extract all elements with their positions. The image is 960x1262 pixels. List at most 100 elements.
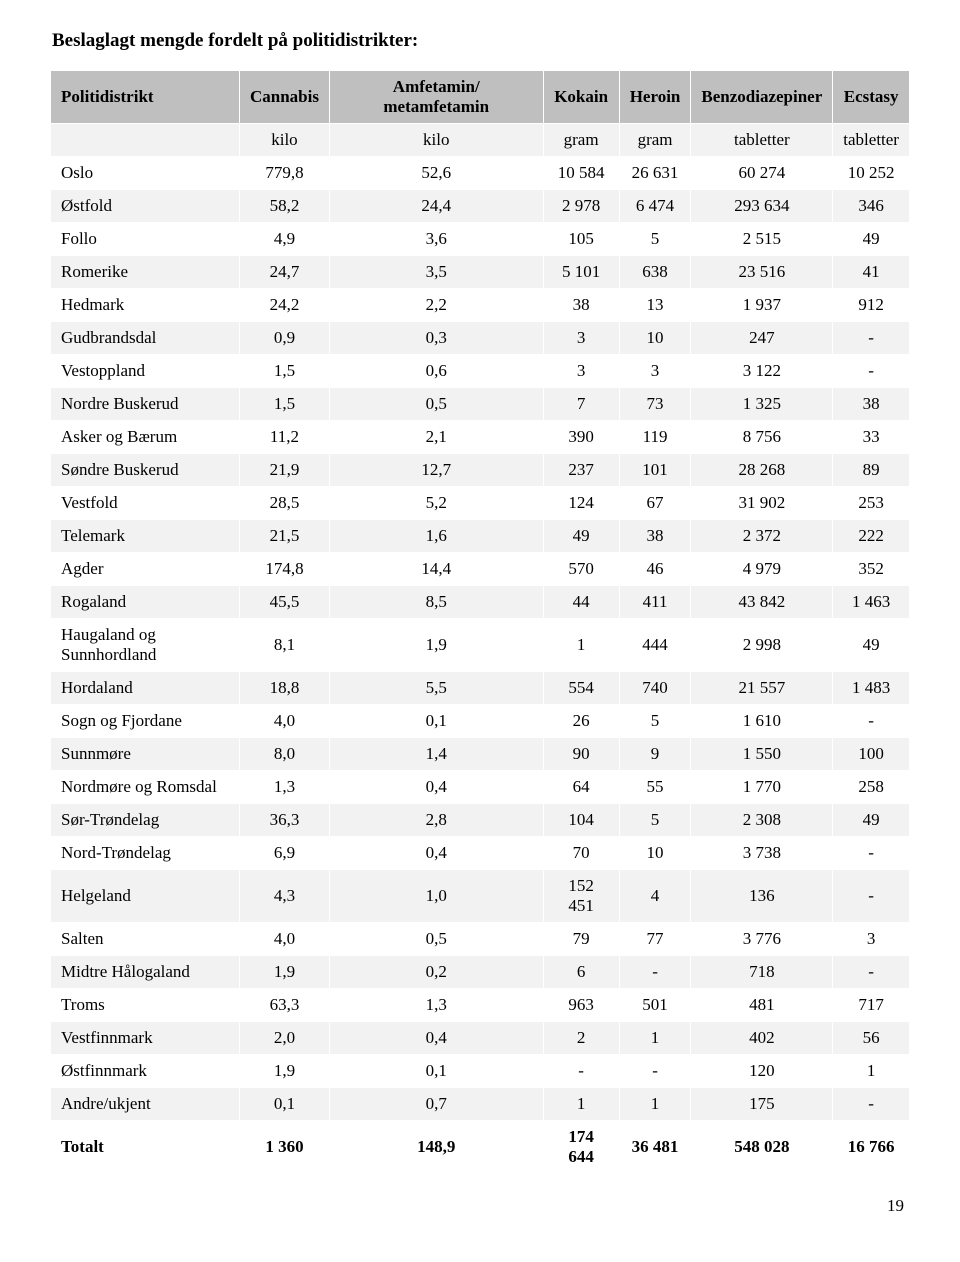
data-table: Politidistrikt Cannabis Amfetamin/ metam… [50,70,910,1174]
data-cell: 570 [543,553,619,586]
data-cell: 1,9 [329,619,543,672]
data-cell: 23 516 [691,256,833,289]
data-cell: 9 [619,738,691,771]
data-cell: 10 [619,837,691,870]
row-label: Agder [51,553,240,586]
data-cell: 11,2 [239,421,329,454]
data-cell: 0,2 [329,956,543,989]
data-cell: 2 372 [691,520,833,553]
data-cell: 2,1 [329,421,543,454]
data-cell: 124 [543,487,619,520]
unit-cell: kilo [329,124,543,157]
data-cell: 28,5 [239,487,329,520]
row-label: Nord-Trøndelag [51,837,240,870]
data-cell: 779,8 [239,157,329,190]
data-cell: 3 [543,322,619,355]
data-cell: 0,3 [329,322,543,355]
data-cell: 0,4 [329,837,543,870]
data-cell: 33 [833,421,910,454]
data-cell: 717 [833,989,910,1022]
data-cell: 10 584 [543,157,619,190]
data-cell: 60 274 [691,157,833,190]
data-cell: 100 [833,738,910,771]
row-label: Nordmøre og Romsdal [51,771,240,804]
unit-cell: gram [619,124,691,157]
data-cell: 174,8 [239,553,329,586]
table-row: Søndre Buskerud21,912,723710128 26889 [51,454,910,487]
row-label: Sør-Trøndelag [51,804,240,837]
table-row: Østfinnmark1,90,1--1201 [51,1055,910,1088]
data-cell: 56 [833,1022,910,1055]
data-cell: 2,0 [239,1022,329,1055]
row-label: Rogaland [51,586,240,619]
table-row: Gudbrandsdal0,90,3310247- [51,322,910,355]
col-header: Ecstasy [833,71,910,124]
data-cell: 0,4 [329,1022,543,1055]
data-cell: 222 [833,520,910,553]
data-cell: 120 [691,1055,833,1088]
data-cell: 5,5 [329,672,543,705]
data-cell: 1 [619,1088,691,1121]
data-cell: 3 738 [691,837,833,870]
data-cell: 70 [543,837,619,870]
table-row: Asker og Bærum11,22,13901198 75633 [51,421,910,454]
table-row: Vestfold28,55,21246731 902253 [51,487,910,520]
data-cell: 1,9 [239,956,329,989]
data-cell: 6 474 [619,190,691,223]
table-title: Beslaglagt mengde fordelt på politidistr… [50,30,910,52]
data-cell: 7 [543,388,619,421]
data-cell: 21 557 [691,672,833,705]
data-cell: 18,8 [239,672,329,705]
data-cell: 64 [543,771,619,804]
data-cell: 963 [543,989,619,1022]
data-cell: 4 979 [691,553,833,586]
row-label: Sunnmøre [51,738,240,771]
table-row: Romerike24,73,55 10163823 51641 [51,256,910,289]
data-cell: 1,5 [239,355,329,388]
data-cell: 402 [691,1022,833,1055]
col-header: Benzodiazepiner [691,71,833,124]
data-cell: 49 [833,804,910,837]
data-cell: 5 [619,804,691,837]
data-cell: - [833,322,910,355]
data-cell: 718 [691,956,833,989]
unit-cell: gram [543,124,619,157]
row-label: Troms [51,989,240,1022]
row-label: Vestfold [51,487,240,520]
data-cell: 89 [833,454,910,487]
table-total-row: Totalt1 360148,9174 64436 481548 02816 7… [51,1121,910,1174]
data-cell: 46 [619,553,691,586]
total-cell: 174 644 [543,1121,619,1174]
total-cell: 36 481 [619,1121,691,1174]
data-cell: 1 770 [691,771,833,804]
data-cell: 444 [619,619,691,672]
data-cell: 52,6 [329,157,543,190]
data-cell: 1 463 [833,586,910,619]
data-cell: 1 [833,1055,910,1088]
data-cell: 8,5 [329,586,543,619]
data-cell: 49 [833,223,910,256]
data-cell: 5 101 [543,256,619,289]
data-cell: 3 122 [691,355,833,388]
data-cell: 411 [619,586,691,619]
table-row: Vestoppland1,50,6333 122- [51,355,910,388]
data-cell: 26 [543,705,619,738]
data-cell: 90 [543,738,619,771]
row-label: Søndre Buskerud [51,454,240,487]
data-cell: 638 [619,256,691,289]
data-cell: 3,5 [329,256,543,289]
data-cell: 21,9 [239,454,329,487]
data-cell: 1 [619,1022,691,1055]
data-cell: 104 [543,804,619,837]
row-label: Østfinnmark [51,1055,240,1088]
data-cell: 36,3 [239,804,329,837]
data-cell: 4,3 [239,870,329,923]
row-label: Hordaland [51,672,240,705]
table-units-row: kilokilogramgramtablettertabletter [51,124,910,157]
table-row: Østfold58,224,42 9786 474293 634346 [51,190,910,223]
data-cell: 1,3 [329,989,543,1022]
table-row: Troms63,31,3963501481717 [51,989,910,1022]
data-cell: 21,5 [239,520,329,553]
data-cell: 0,1 [329,1055,543,1088]
data-cell: 45,5 [239,586,329,619]
